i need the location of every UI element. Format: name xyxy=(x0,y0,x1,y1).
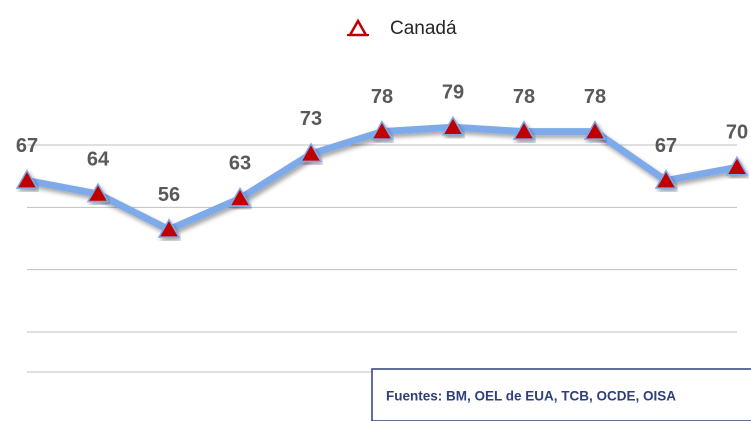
marker xyxy=(654,169,678,189)
grid xyxy=(27,144,737,373)
annotation: Fuentes: BM, OEL de EUA, TCB, OCDE, OISA xyxy=(386,389,676,404)
marker xyxy=(157,218,181,238)
value-label: 70 xyxy=(726,122,748,144)
value-label: 63 xyxy=(229,153,251,175)
legend-swatch xyxy=(347,18,369,37)
value-label: 73 xyxy=(300,108,322,130)
marker xyxy=(86,182,110,203)
marker xyxy=(441,115,465,136)
value-label: 67 xyxy=(16,135,38,157)
marker xyxy=(15,169,39,189)
value-label: 78 xyxy=(371,86,393,108)
annotation-box xyxy=(371,368,751,421)
value-label: 64 xyxy=(87,148,110,170)
line xyxy=(26,123,738,234)
marker xyxy=(583,120,607,140)
marker xyxy=(512,120,536,140)
value-label: 67 xyxy=(655,135,677,157)
marker xyxy=(299,142,323,163)
value-label: 79 xyxy=(442,81,464,103)
plot-area: 67 64 56 63 73 78 79 78 78 67 70 xyxy=(15,81,749,238)
value-label: 56 xyxy=(158,184,180,206)
value-label: 78 xyxy=(584,86,606,108)
legend-label: Canadá xyxy=(390,18,457,39)
marker xyxy=(370,120,394,140)
marker xyxy=(228,186,252,207)
marker xyxy=(725,155,749,176)
legend: Canadá xyxy=(347,18,457,39)
value-label: 78 xyxy=(513,86,535,108)
